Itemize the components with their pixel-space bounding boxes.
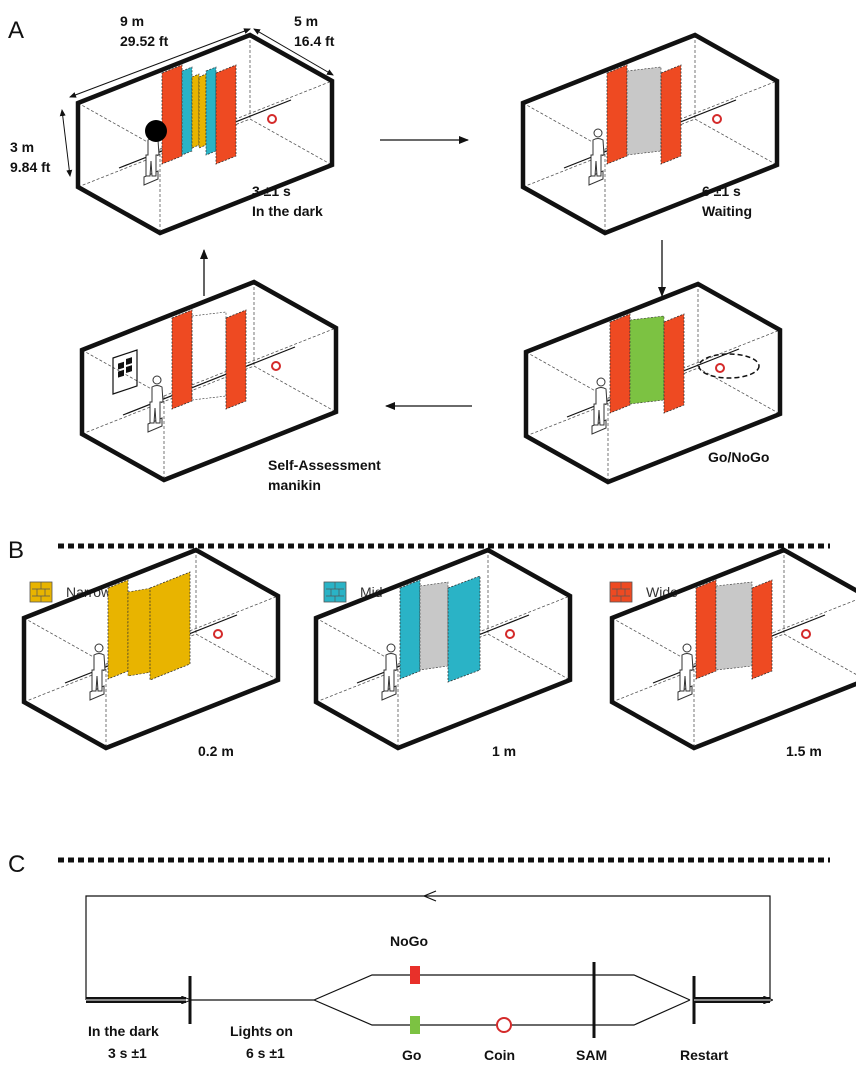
restart-label: Restart bbox=[680, 1047, 729, 1063]
room-wireframe bbox=[520, 32, 780, 236]
dark-line-2: 3 s ±1 bbox=[108, 1045, 147, 1061]
coin-target-icon bbox=[712, 114, 722, 124]
panel-wide-near bbox=[660, 64, 682, 165]
wide-distance: 1.5 m bbox=[786, 743, 822, 759]
dark-label: In the dark bbox=[252, 203, 323, 219]
coin-path bbox=[698, 353, 760, 379]
height-m: 3 m bbox=[10, 139, 34, 155]
coin-target-icon bbox=[505, 629, 515, 639]
panel-wide-far bbox=[609, 313, 631, 414]
coin-target-icon bbox=[271, 361, 281, 371]
width-ft: 16.4 ft bbox=[294, 33, 335, 49]
person-icon bbox=[89, 643, 106, 701]
dark-line-1: In the dark bbox=[88, 1023, 159, 1039]
sam-label: SAM bbox=[576, 1047, 607, 1063]
panel-wide-near bbox=[225, 309, 247, 410]
sam-screen bbox=[112, 349, 138, 395]
narrow-distance: 0.2 m bbox=[198, 743, 234, 759]
length-m: 9 m bbox=[120, 13, 144, 29]
length-ft: 29.52 ft bbox=[120, 33, 169, 49]
panel-narrow-near bbox=[198, 73, 207, 149]
coin-target-icon bbox=[801, 629, 811, 639]
person-icon bbox=[588, 128, 605, 186]
panel-mid-far bbox=[181, 66, 193, 156]
sam-label-2: manikin bbox=[268, 477, 321, 493]
wait-time: 6 ±1 s bbox=[702, 183, 741, 199]
width-m: 5 m bbox=[294, 13, 318, 29]
panel-a-label: A bbox=[8, 17, 24, 44]
panel-wide-near bbox=[215, 64, 237, 165]
wait-label: Waiting bbox=[702, 203, 752, 219]
passage-gap bbox=[191, 311, 227, 401]
panel-narrow-far bbox=[107, 579, 129, 680]
person-icon bbox=[147, 375, 164, 433]
room-wireframe bbox=[79, 279, 339, 483]
panel-mid-near bbox=[205, 66, 217, 156]
dimension-annotations: 9 m 29.52 ft 5 m 16.4 ft 3 m 9.84 ft bbox=[10, 13, 335, 177]
panel-mid-far bbox=[399, 579, 421, 680]
room-gonogo bbox=[523, 281, 783, 485]
loop-arrowhead bbox=[423, 890, 437, 902]
mid-distance: 1 m bbox=[492, 743, 516, 759]
room-waiting bbox=[520, 32, 780, 236]
passage-gap bbox=[626, 66, 662, 156]
go-label: Go bbox=[402, 1047, 421, 1063]
panel-c-label: C bbox=[8, 851, 25, 878]
legend-mid: Mid bbox=[323, 581, 383, 603]
dark-time: 3 ±1 s bbox=[252, 183, 291, 199]
height-ft: 9.84 ft bbox=[10, 159, 51, 175]
gonogo-label: Go/NoGo bbox=[708, 449, 769, 465]
coin-target-icon bbox=[213, 629, 223, 639]
person-icon bbox=[381, 643, 398, 701]
passage-mid bbox=[419, 581, 449, 671]
lights-line-1: Lights on bbox=[230, 1023, 293, 1039]
panel-wide-far bbox=[161, 64, 183, 165]
panel-narrow-far bbox=[191, 73, 200, 149]
coin-icon bbox=[496, 1017, 512, 1033]
coin-label: Coin bbox=[484, 1047, 515, 1063]
lights-line-2: 6 s ±1 bbox=[246, 1045, 285, 1061]
person-icon bbox=[591, 377, 608, 435]
room-wide bbox=[609, 547, 856, 751]
go-passage bbox=[629, 315, 665, 405]
nogo-label: NoGo bbox=[390, 933, 428, 949]
panel-wide-near bbox=[751, 579, 773, 680]
legend-wide: Wide bbox=[609, 581, 678, 603]
panel-b-label: B bbox=[8, 537, 24, 564]
passage-narrow bbox=[127, 587, 153, 677]
go-marker bbox=[410, 1016, 420, 1034]
panel-wide-near bbox=[663, 313, 685, 414]
room-narrow bbox=[21, 547, 281, 751]
timeline bbox=[85, 890, 772, 1038]
panel-mid-near bbox=[447, 575, 481, 683]
sam-label-1: Self-Assessment bbox=[268, 457, 381, 473]
panel-narrow-near bbox=[149, 571, 191, 681]
passage-wide bbox=[715, 581, 753, 671]
restart-loop bbox=[85, 895, 771, 1000]
coin-target-icon bbox=[267, 114, 277, 124]
nogo-branch bbox=[313, 974, 691, 1001]
nogo-marker bbox=[410, 966, 420, 984]
room-sam bbox=[79, 279, 339, 483]
coin-target-icon bbox=[715, 363, 725, 373]
darkness-indicator bbox=[145, 120, 167, 142]
panel-wide-far bbox=[171, 309, 193, 410]
person-icon bbox=[677, 643, 694, 701]
panel-wide-far bbox=[695, 579, 717, 680]
panel-wide-far bbox=[606, 64, 628, 165]
room-mid bbox=[313, 547, 573, 751]
